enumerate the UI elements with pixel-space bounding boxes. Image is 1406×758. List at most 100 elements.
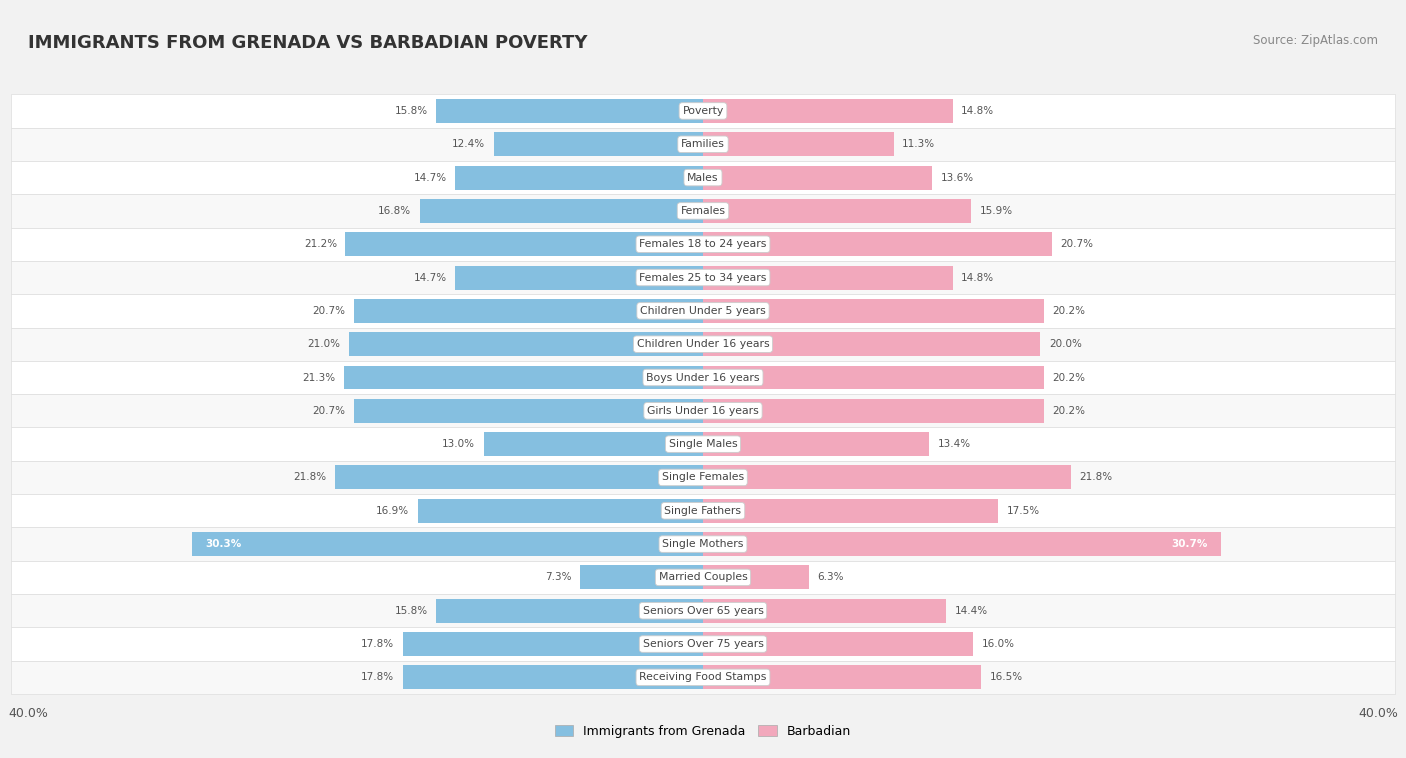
- Text: 16.9%: 16.9%: [377, 506, 409, 515]
- Bar: [436, 99, 703, 123]
- Bar: [703, 632, 973, 656]
- Text: 17.8%: 17.8%: [361, 639, 394, 649]
- Text: Single Mothers: Single Mothers: [662, 539, 744, 549]
- Bar: [456, 165, 703, 190]
- Bar: [11, 594, 1395, 628]
- Bar: [456, 265, 703, 290]
- Bar: [703, 532, 1220, 556]
- Text: 20.2%: 20.2%: [1052, 372, 1085, 383]
- Bar: [11, 561, 1395, 594]
- Bar: [402, 632, 703, 656]
- Bar: [419, 199, 703, 223]
- Text: 15.9%: 15.9%: [980, 206, 1012, 216]
- Text: 13.4%: 13.4%: [938, 439, 970, 449]
- Text: 11.3%: 11.3%: [903, 139, 935, 149]
- Bar: [11, 494, 1395, 528]
- Bar: [703, 432, 929, 456]
- Bar: [354, 299, 703, 323]
- Bar: [703, 465, 1071, 490]
- Bar: [346, 232, 703, 256]
- Text: 21.8%: 21.8%: [294, 472, 326, 482]
- Bar: [11, 327, 1395, 361]
- Bar: [703, 499, 998, 523]
- Text: 15.8%: 15.8%: [395, 106, 427, 116]
- Text: 7.3%: 7.3%: [546, 572, 571, 582]
- Text: 16.0%: 16.0%: [981, 639, 1014, 649]
- Text: 17.5%: 17.5%: [1007, 506, 1040, 515]
- Bar: [11, 261, 1395, 294]
- Bar: [579, 565, 703, 590]
- Text: Males: Males: [688, 173, 718, 183]
- Bar: [703, 265, 953, 290]
- Text: Single Females: Single Females: [662, 472, 744, 482]
- Bar: [703, 332, 1040, 356]
- Bar: [494, 133, 703, 156]
- Bar: [11, 361, 1395, 394]
- Text: 30.3%: 30.3%: [205, 539, 242, 549]
- Text: Children Under 5 years: Children Under 5 years: [640, 306, 766, 316]
- Bar: [11, 161, 1395, 194]
- Bar: [402, 666, 703, 689]
- Bar: [335, 465, 703, 490]
- Bar: [11, 394, 1395, 428]
- Text: Poverty: Poverty: [682, 106, 724, 116]
- Bar: [703, 199, 972, 223]
- Bar: [418, 499, 703, 523]
- Bar: [11, 127, 1395, 161]
- Bar: [11, 461, 1395, 494]
- Bar: [703, 599, 946, 623]
- Bar: [11, 94, 1395, 127]
- Text: 14.7%: 14.7%: [413, 273, 447, 283]
- Text: Seniors Over 75 years: Seniors Over 75 years: [643, 639, 763, 649]
- Text: 20.7%: 20.7%: [312, 406, 346, 416]
- Text: Children Under 16 years: Children Under 16 years: [637, 339, 769, 349]
- Text: Boys Under 16 years: Boys Under 16 years: [647, 372, 759, 383]
- Bar: [484, 432, 703, 456]
- Text: 13.0%: 13.0%: [443, 439, 475, 449]
- Text: Seniors Over 65 years: Seniors Over 65 years: [643, 606, 763, 615]
- Text: 21.3%: 21.3%: [302, 372, 335, 383]
- Bar: [703, 565, 810, 590]
- Text: Married Couples: Married Couples: [658, 572, 748, 582]
- Bar: [703, 232, 1052, 256]
- Text: Receiving Food Stamps: Receiving Food Stamps: [640, 672, 766, 682]
- Text: 16.8%: 16.8%: [378, 206, 411, 216]
- Text: 20.7%: 20.7%: [1060, 240, 1094, 249]
- Bar: [191, 532, 703, 556]
- Text: 21.2%: 21.2%: [304, 240, 337, 249]
- Text: 20.7%: 20.7%: [312, 306, 346, 316]
- Bar: [349, 332, 703, 356]
- Bar: [11, 528, 1395, 561]
- Bar: [343, 365, 703, 390]
- Text: 13.6%: 13.6%: [941, 173, 974, 183]
- Bar: [436, 599, 703, 623]
- Bar: [11, 227, 1395, 261]
- Text: 14.8%: 14.8%: [962, 106, 994, 116]
- Text: 20.2%: 20.2%: [1052, 406, 1085, 416]
- Text: 6.3%: 6.3%: [818, 572, 844, 582]
- Text: IMMIGRANTS FROM GRENADA VS BARBADIAN POVERTY: IMMIGRANTS FROM GRENADA VS BARBADIAN POV…: [28, 34, 588, 52]
- Bar: [11, 194, 1395, 227]
- Text: 17.8%: 17.8%: [361, 672, 394, 682]
- Text: 16.5%: 16.5%: [990, 672, 1024, 682]
- Bar: [11, 428, 1395, 461]
- Bar: [703, 299, 1043, 323]
- Bar: [11, 294, 1395, 327]
- Text: Single Fathers: Single Fathers: [665, 506, 741, 515]
- Text: Source: ZipAtlas.com: Source: ZipAtlas.com: [1253, 34, 1378, 47]
- Text: 30.7%: 30.7%: [1171, 539, 1208, 549]
- Text: 15.8%: 15.8%: [395, 606, 427, 615]
- Text: 21.0%: 21.0%: [308, 339, 340, 349]
- Legend: Immigrants from Grenada, Barbadian: Immigrants from Grenada, Barbadian: [550, 719, 856, 743]
- Bar: [703, 365, 1043, 390]
- Bar: [11, 661, 1395, 694]
- Text: 14.7%: 14.7%: [413, 173, 447, 183]
- Text: 21.8%: 21.8%: [1080, 472, 1112, 482]
- Text: Females 25 to 34 years: Females 25 to 34 years: [640, 273, 766, 283]
- Bar: [703, 666, 981, 689]
- Bar: [703, 99, 953, 123]
- Bar: [354, 399, 703, 423]
- Text: Females: Females: [681, 206, 725, 216]
- Text: Families: Families: [681, 139, 725, 149]
- Text: 14.4%: 14.4%: [955, 606, 987, 615]
